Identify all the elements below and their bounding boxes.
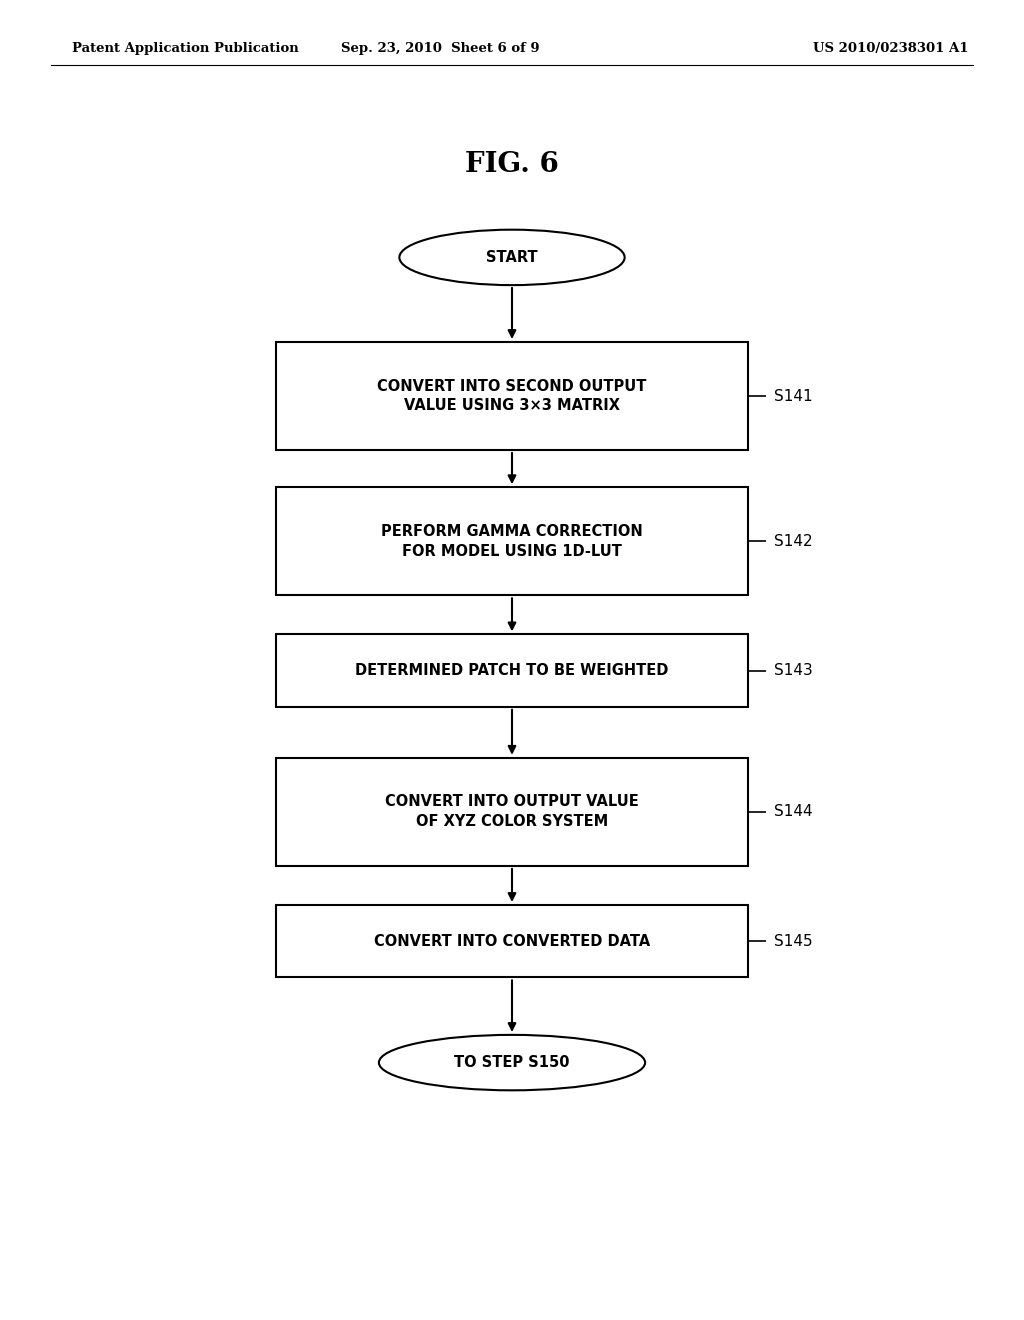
Text: CONVERT INTO SECOND OUTPUT
VALUE USING 3×3 MATRIX: CONVERT INTO SECOND OUTPUT VALUE USING 3… [377,379,647,413]
Text: US 2010/0238301 A1: US 2010/0238301 A1 [813,42,969,55]
Text: S141: S141 [774,388,813,404]
Text: PERFORM GAMMA CORRECTION
FOR MODEL USING 1D-LUT: PERFORM GAMMA CORRECTION FOR MODEL USING… [381,524,643,558]
Text: DETERMINED PATCH TO BE WEIGHTED: DETERMINED PATCH TO BE WEIGHTED [355,663,669,678]
Text: S144: S144 [774,804,813,820]
Bar [276,342,748,450]
Text: S145: S145 [774,933,813,949]
Text: TO STEP S150: TO STEP S150 [455,1055,569,1071]
Text: CONVERT INTO OUTPUT VALUE
OF XYZ COLOR SYSTEM: CONVERT INTO OUTPUT VALUE OF XYZ COLOR S… [385,795,639,829]
Text: Patent Application Publication: Patent Application Publication [72,42,298,55]
Ellipse shape [379,1035,645,1090]
Ellipse shape [399,230,625,285]
Text: FIG. 6: FIG. 6 [465,152,559,178]
Text: S143: S143 [774,663,813,678]
Bar [276,635,748,708]
Bar [276,906,748,977]
Bar [276,758,748,866]
Text: Sep. 23, 2010  Sheet 6 of 9: Sep. 23, 2010 Sheet 6 of 9 [341,42,540,55]
Text: START: START [486,249,538,265]
Text: CONVERT INTO CONVERTED DATA: CONVERT INTO CONVERTED DATA [374,933,650,949]
Text: S142: S142 [774,533,813,549]
Bar [276,487,748,595]
